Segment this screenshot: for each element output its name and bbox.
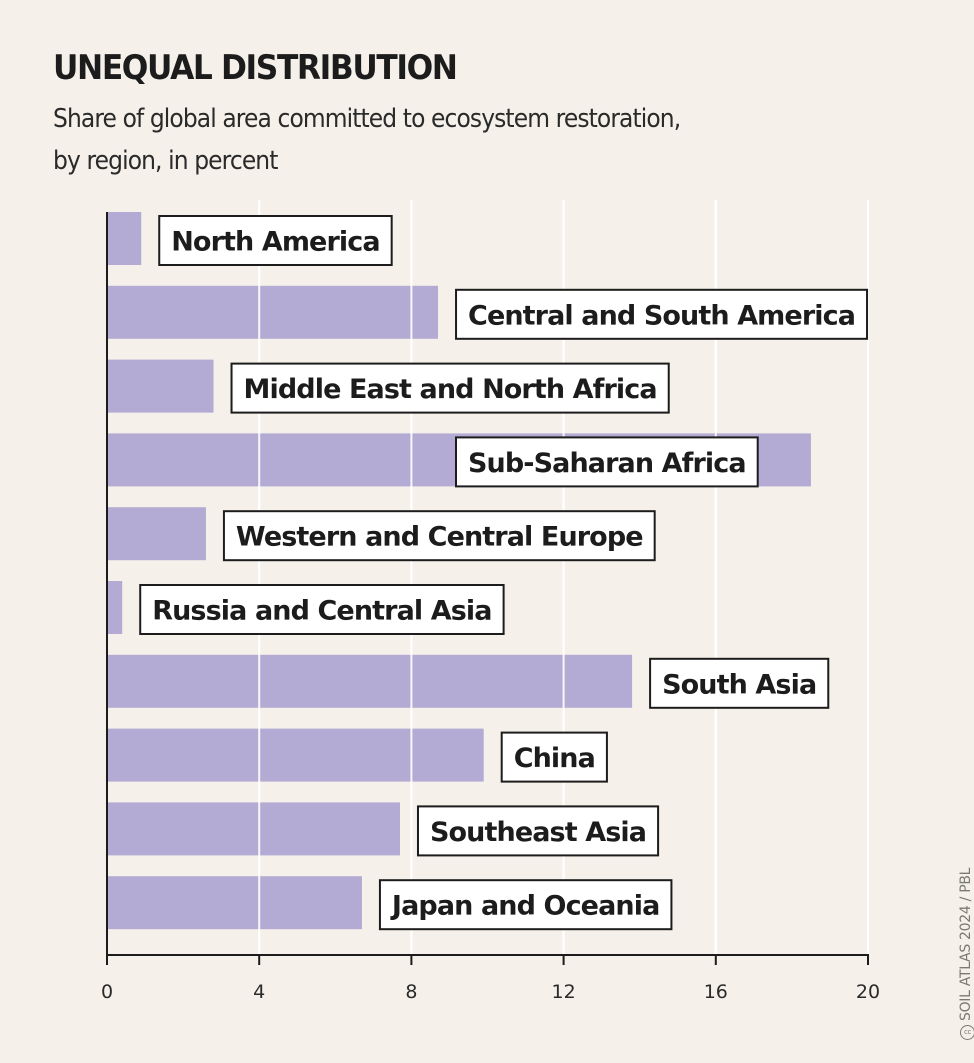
- label-box: [416, 805, 660, 857]
- bar: [107, 507, 206, 561]
- bar: [107, 802, 400, 856]
- label-text: North America: [171, 227, 379, 258]
- label-text: Western and Central Europe: [236, 522, 643, 553]
- label-box: [158, 215, 393, 266]
- label-box: [378, 879, 673, 931]
- category-label: Middle East and North Africa: [230, 362, 670, 414]
- bar: [107, 654, 633, 708]
- bar: [107, 581, 123, 634]
- x-tick-label: 0: [101, 981, 113, 1003]
- category-label: Central and South America: [455, 288, 869, 340]
- bar: [107, 285, 439, 339]
- label-text: Southeast Asia: [430, 817, 646, 848]
- credit-text: SOIL ATLAS 2024 / PBL: [958, 867, 974, 1021]
- x-tick-label: 16: [704, 981, 728, 1003]
- category-label: Sub-Saharan Africa: [455, 436, 759, 488]
- credit-line: cc SOIL ATLAS 2024 / PBL: [958, 868, 974, 1040]
- label-box: [500, 731, 608, 783]
- label-text: China: [514, 743, 595, 774]
- category-label: Western and Central Europe: [222, 510, 656, 562]
- category-label: Japan and Oceania: [378, 879, 673, 931]
- label-text: Japan and Oceania: [390, 891, 660, 922]
- bar: [107, 212, 142, 265]
- cc-icon: cc: [960, 1025, 974, 1040]
- category-label: Russia and Central Asia: [139, 584, 505, 635]
- x-tick-label: 4: [253, 981, 265, 1003]
- x-axis-ticks: 0 4 8 12 16 20: [101, 955, 880, 1003]
- axes: [106, 212, 869, 956]
- chart-subtitle: Share of global area committed to ecosys…: [53, 98, 791, 182]
- label-box: [455, 436, 759, 488]
- category-labels: North America Central and South America Mi…: [139, 215, 869, 931]
- label-box: [649, 657, 830, 709]
- category-label: China: [500, 731, 608, 783]
- x-tick-label: 20: [856, 981, 880, 1003]
- label-box: [139, 584, 505, 635]
- subtitle-line-1: Share of global area committed to ecosys…: [53, 104, 681, 134]
- label-box: [222, 510, 656, 562]
- category-label: Southeast Asia: [416, 805, 660, 857]
- label-box: [455, 288, 869, 340]
- category-label: North America: [158, 215, 393, 266]
- bar: [107, 876, 362, 930]
- label-text: South Asia: [662, 669, 816, 700]
- label-box: [230, 362, 670, 414]
- x-tick-label: 8: [405, 981, 417, 1003]
- bar: [107, 359, 214, 413]
- category-label: South Asia: [649, 657, 830, 709]
- label-text: Central and South America: [468, 300, 855, 331]
- x-tick-label: 12: [552, 981, 576, 1003]
- bar: [107, 728, 484, 782]
- chart-title: UNEQUAL DISTRIBUTION: [53, 48, 458, 88]
- label-text: Middle East and North Africa: [244, 374, 657, 405]
- label-text: Sub-Saharan Africa: [468, 448, 746, 479]
- subtitle-line-2: by region, in percent: [53, 146, 278, 176]
- label-text: Russia and Central Asia: [152, 596, 491, 627]
